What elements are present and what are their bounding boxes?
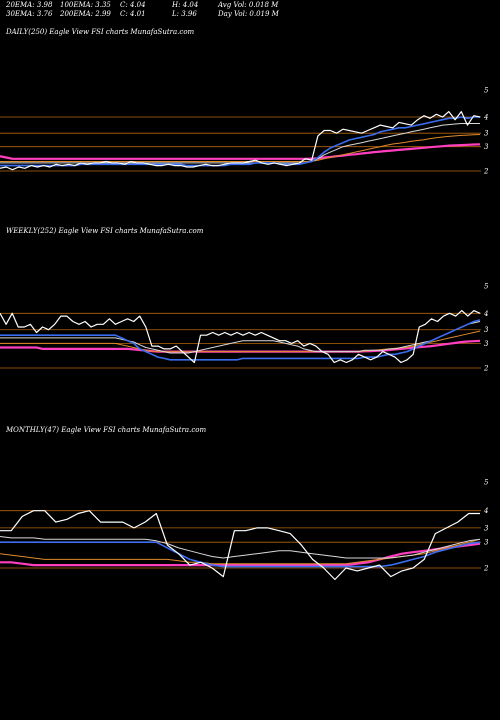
y-tick-label: 2 [483, 168, 489, 176]
ema200-line [0, 542, 481, 567]
ema30-readout: 30EMA: 3.76 [6, 10, 53, 18]
y-tick-label: 4 [483, 507, 488, 515]
y-tick-label: 3 [484, 524, 489, 532]
y-tick-label: 3 [484, 326, 489, 334]
y-tick-label: 5 [484, 479, 489, 487]
ema20-line [0, 116, 480, 167]
monthly-chart: 5 4 3 3 2 [0, 479, 489, 581]
open-readout: C: 4.04 [120, 1, 146, 9]
avg-vol-readout: Avg Vol: 0.018 M [218, 1, 279, 9]
y-tick-label: 4 [483, 310, 488, 318]
ema20-readout: 20EMA: 3.98 [6, 1, 53, 9]
y-tick-label: 5 [484, 87, 489, 95]
indicator-header: 20EMA: 3.98 100EMA: 3.35 C: 4.04 H: 4.04… [6, 0, 496, 20]
y-tick-label: 3 [484, 130, 489, 138]
y-tick-label: 3 [484, 539, 489, 547]
ema200-line [0, 143, 481, 160]
close-readout: C: 4.01 [120, 10, 146, 18]
ema200-readout: 200EMA: 2.99 [60, 10, 111, 18]
price-line [0, 510, 480, 581]
ema30-line [0, 321, 481, 354]
y-tick-label: 2 [483, 365, 489, 373]
ema20-line [0, 319, 481, 361]
ema100-line [0, 134, 481, 162]
ema20-line [0, 541, 481, 568]
price-line [0, 110, 481, 171]
y-tick-label: 2 [483, 565, 489, 573]
price-line [0, 309, 481, 364]
y-tick-label: 3 [484, 143, 489, 151]
y-tick-label: 4 [483, 114, 488, 122]
high-readout: H: 4.04 [172, 1, 199, 9]
low-readout: L: 3.96 [172, 10, 197, 18]
ema30-line [0, 123, 480, 164]
day-vol-readout: Day Vol: 0.019 M [218, 10, 279, 18]
daily-panel-label[interactable]: DAILY(250) Eagle View FSI charts MunafaS… [6, 28, 195, 36]
weekly-chart: 5 4 3 3 2 [0, 283, 489, 373]
ema30-line [0, 536, 481, 559]
y-tick-label: 5 [484, 283, 489, 291]
daily-chart: 5 4 3 3 2 [0, 87, 489, 176]
weekly-panel-label[interactable]: WEEKLY(252) Eagle View FSI charts Munafa… [6, 227, 204, 235]
ema100-readout: 100EMA: 3.35 [60, 1, 111, 9]
y-tick-label: 3 [484, 340, 489, 348]
monthly-panel-label[interactable]: MONTHLY(47) Eagle View FSI charts Munafa… [6, 426, 207, 434]
